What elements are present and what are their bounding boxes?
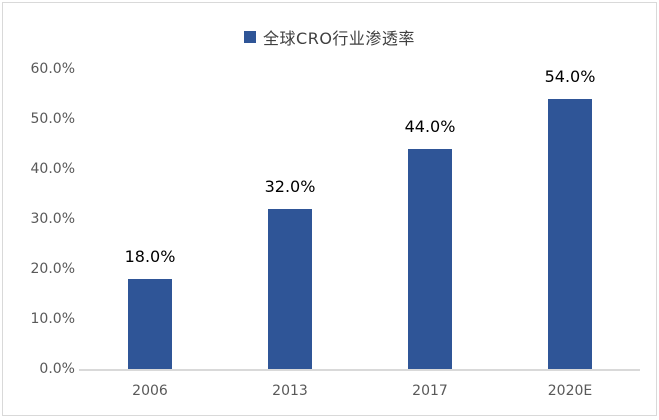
bar-2017 xyxy=(408,149,452,369)
bar-2006 xyxy=(128,279,172,369)
bar-2013 xyxy=(268,209,312,369)
bar-slot-2017: 44.0% 2017 xyxy=(360,69,500,399)
bar-slot-2006: 18.0% 2006 xyxy=(80,69,220,399)
y-tick-label: 60.0% xyxy=(30,61,75,77)
x-tick-label-2020E: 2020E xyxy=(547,383,593,399)
x-axis-line xyxy=(79,369,640,371)
bar-slot-2020E: 54.0% 2020E xyxy=(500,67,640,399)
y-axis: 0.0% 10.0% 20.0% 30.0% 40.0% 50.0% 60.0% xyxy=(3,3,77,415)
bar-slot-2013: 32.0% 2013 xyxy=(220,69,360,399)
y-tick-label: 50.0% xyxy=(30,111,75,127)
plot-area: 18.0% 2006 32.0% 2013 44.0% 2017 54.0% 2020E xyxy=(80,67,640,399)
x-tick-label-2006: 2006 xyxy=(132,383,168,399)
value-label-2006: 18.0% xyxy=(124,247,176,266)
legend-label: 全球CRO行业渗透率 xyxy=(263,29,415,48)
y-tick-label: 20.0% xyxy=(30,261,75,277)
legend: 全球CRO行业渗透率 xyxy=(3,25,656,49)
y-tick-label: 30.0% xyxy=(30,211,75,227)
chart-frame: 全球CRO行业渗透率 0.0% 10.0% 20.0% 30.0% 40.0% 50.0%… xyxy=(2,2,657,416)
y-tick-label: 40.0% xyxy=(30,161,75,177)
value-label-2013: 32.0% xyxy=(264,177,316,196)
x-tick-label-2017: 2017 xyxy=(412,383,448,399)
value-label-2017: 44.0% xyxy=(404,117,456,136)
legend-marker-icon xyxy=(244,31,257,43)
bar-2020E xyxy=(548,99,592,369)
value-label-2020E: 54.0% xyxy=(544,67,596,86)
y-tick-label: 10.0% xyxy=(30,311,75,327)
x-tick-label-2013: 2013 xyxy=(272,383,308,399)
y-tick-label: 0.0% xyxy=(39,361,75,377)
